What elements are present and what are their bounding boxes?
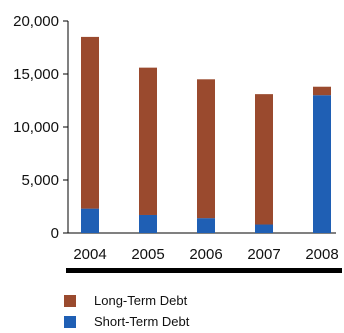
y-axis-ticks: 0 5,000 10,000 15,000 20,000 bbox=[13, 13, 68, 242]
y-tick-label-2: 10,000 bbox=[13, 119, 59, 136]
y-tick-label-4: 20,000 bbox=[13, 13, 59, 30]
y-tick-label-0: 0 bbox=[51, 225, 59, 242]
x-tick-label-2006: 2006 bbox=[189, 246, 222, 263]
bar-long-term-debt-2004 bbox=[81, 36, 99, 209]
bar-short-term-debt-2008 bbox=[313, 95, 331, 233]
legend-item-long-term-debt: Long-Term Debt bbox=[64, 291, 334, 310]
y-tick-label-1: 5,000 bbox=[21, 172, 59, 189]
x-tick-label-2007: 2007 bbox=[247, 246, 280, 263]
x-tick-label-2005: 2005 bbox=[131, 246, 164, 263]
bar-short-term-debt-2005 bbox=[139, 214, 157, 233]
legend-label-short-term-debt: Short-Term Debt bbox=[94, 314, 190, 329]
legend-swatch-short-term-debt bbox=[64, 315, 76, 328]
bar-long-term-debt-2006 bbox=[197, 79, 215, 219]
bar-short-term-debt-2007 bbox=[255, 224, 273, 233]
bar-short-term-debt-2004 bbox=[81, 208, 99, 233]
bar-long-term-debt-2008 bbox=[313, 86, 331, 96]
bars-group bbox=[81, 36, 331, 233]
legend-swatch-long-term-debt bbox=[64, 294, 76, 307]
x-axis-ticks: 2004 2005 2006 2007 2008 bbox=[73, 246, 338, 263]
bar-long-term-debt-2007 bbox=[255, 94, 273, 225]
legend: Long-Term Debt Short-Term Debt bbox=[64, 291, 334, 333]
legend-label-long-term-debt: Long-Term Debt bbox=[94, 293, 188, 308]
bar-short-term-debt-2006 bbox=[197, 218, 215, 233]
bar-long-term-debt-2005 bbox=[139, 67, 157, 215]
x-tick-label-2008: 2008 bbox=[305, 246, 338, 263]
bottom-divider-bar bbox=[66, 268, 342, 273]
x-tick-label-2004: 2004 bbox=[73, 246, 106, 263]
legend-item-short-term-debt: Short-Term Debt bbox=[64, 312, 334, 331]
y-tick-label-3: 15,000 bbox=[13, 66, 59, 83]
